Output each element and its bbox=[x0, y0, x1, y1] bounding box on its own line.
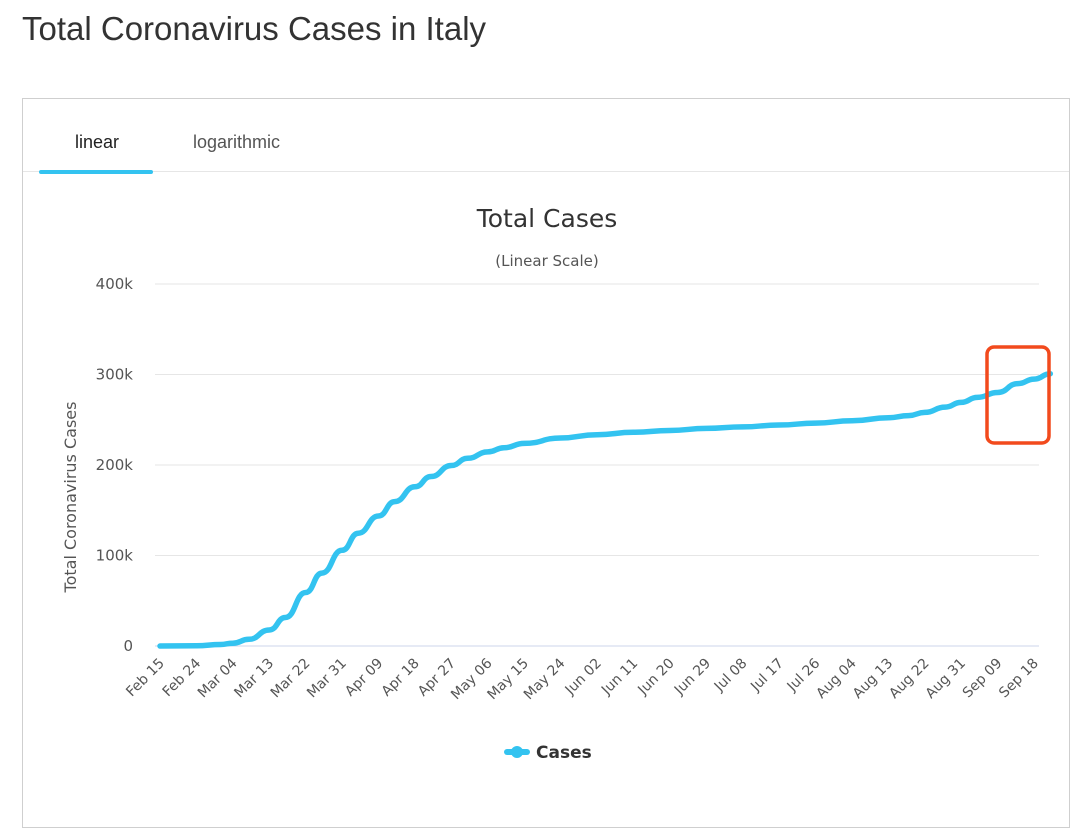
page-title: Total Coronavirus Cases in Italy bbox=[22, 10, 487, 47]
x-tick-label: Apr 09 bbox=[342, 656, 386, 700]
x-tick-label: Aug 31 bbox=[923, 656, 969, 702]
x-tick-label: Mar 04 bbox=[195, 655, 241, 701]
x-tick-label: Jun 02 bbox=[562, 656, 605, 699]
y-axis-ticks: 0 100k 200k 300k 400k bbox=[96, 275, 134, 655]
tab-logarithmic[interactable]: logarithmic bbox=[193, 132, 281, 152]
x-tick-label: Sep 18 bbox=[996, 656, 1042, 702]
legend-swatch-marker bbox=[511, 746, 523, 758]
x-tick-label: Jun 29 bbox=[671, 656, 714, 699]
x-tick-label: Jun 20 bbox=[634, 656, 677, 699]
legend[interactable]: Cases bbox=[504, 743, 592, 763]
y-tick-label: 200k bbox=[96, 456, 134, 474]
y-tick-label: 0 bbox=[123, 637, 133, 655]
line-chart: Total Cases (Linear Scale) Total Coronav… bbox=[61, 204, 1054, 763]
chart-title: Total Cases bbox=[476, 204, 618, 233]
legend-label[interactable]: Cases bbox=[536, 743, 592, 763]
x-tick-label: Jul 08 bbox=[711, 656, 751, 696]
x-tick-label: Jul 17 bbox=[747, 656, 787, 696]
series-layer bbox=[157, 370, 1054, 649]
series-line-cases[interactable] bbox=[157, 370, 1054, 649]
x-tick-label: Mar 22 bbox=[268, 656, 314, 702]
x-tick-label: Sep 09 bbox=[960, 656, 1006, 702]
y-axis-label: Total Coronavirus Cases bbox=[61, 402, 80, 594]
x-tick-label: Apr 18 bbox=[379, 656, 423, 700]
chart-subtitle: (Linear Scale) bbox=[495, 252, 598, 270]
x-tick-label: May 24 bbox=[521, 655, 569, 703]
y-tick-label: 300k bbox=[96, 366, 134, 384]
y-tick-label: 400k bbox=[96, 275, 134, 293]
active-tab-indicator bbox=[39, 170, 153, 174]
x-tick-label: Feb 15 bbox=[123, 656, 168, 701]
y-tick-label: 100k bbox=[96, 547, 134, 565]
grid-lines bbox=[155, 283, 1039, 647]
x-tick-label: Jun 11 bbox=[598, 656, 641, 699]
x-tick-label: Mar 13 bbox=[231, 656, 277, 702]
scale-tabs: linear logarithmic bbox=[23, 99, 1069, 172]
x-tick-label: Mar 31 bbox=[304, 656, 350, 702]
highlight-box bbox=[985, 345, 1051, 445]
chart-card: linear logarithmic Total Cases (Linear S… bbox=[22, 98, 1070, 828]
tab-linear[interactable]: linear bbox=[75, 132, 120, 152]
